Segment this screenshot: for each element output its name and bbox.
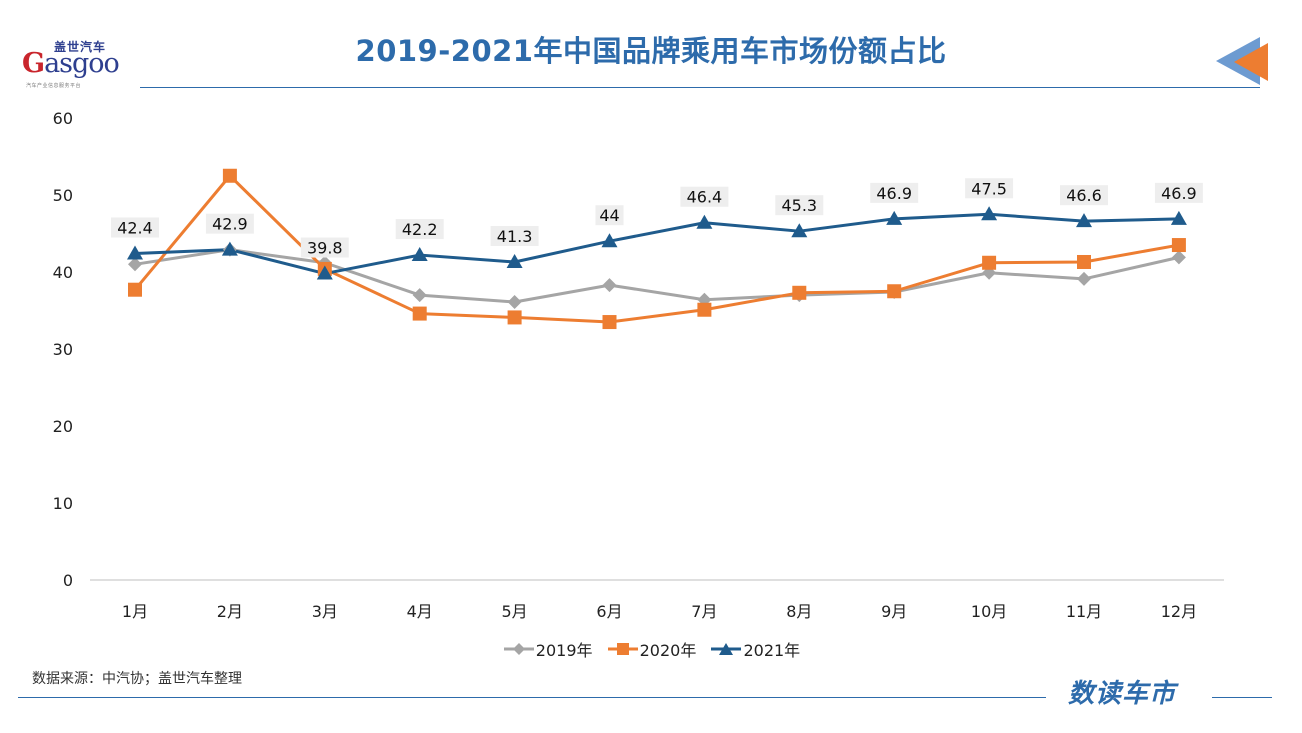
data-label: 46.9 [1161, 184, 1197, 203]
data-label-bg [1154, 182, 1203, 203]
y-tick-label: 40 [53, 263, 73, 282]
x-tick-label: 8月 [786, 602, 812, 621]
data-point-triangle [1170, 210, 1187, 225]
legend-marker-2020 [607, 643, 638, 655]
legend-label-2021: 2021年 [743, 641, 801, 660]
data-label: 45.3 [781, 196, 817, 215]
chart-title: 2019-2021年中国品牌乘用车市场份额占比 [355, 34, 947, 68]
data-label: 46.4 [687, 188, 723, 207]
data-point-square [887, 284, 902, 299]
logo-wordmark: Gasgoo [22, 48, 120, 79]
y-tick-label: 60 [53, 109, 73, 128]
x-tick-label: 11月 [1066, 602, 1102, 621]
data-point-square [982, 255, 997, 270]
data-point-square [507, 310, 522, 325]
series-line-0 [134, 248, 1180, 304]
data-point-diamond [1171, 250, 1186, 265]
x-tick-label: 7月 [691, 602, 717, 621]
data-label-bg [395, 219, 444, 240]
legend-label-2020: 2020年 [639, 641, 697, 660]
data-point-triangle [411, 247, 428, 262]
data-point-triangle [791, 223, 808, 238]
data-point-triangle [981, 206, 998, 221]
data-label: 42.4 [117, 219, 153, 238]
data-point-diamond [507, 295, 522, 310]
footer-divider-right [1212, 697, 1272, 698]
data-label-bg [680, 186, 729, 207]
data-point-triangle [1076, 213, 1092, 228]
data-point-square [1077, 254, 1091, 269]
x-tick-label: 6月 [596, 602, 622, 621]
title-divider [140, 87, 1260, 88]
data-label: 42.2 [402, 220, 438, 239]
chart-legend: 2019年 2020年 2021年 [0, 637, 1302, 661]
data-label-bg [870, 182, 919, 203]
data-label-bg [775, 195, 824, 216]
legend-label-2019: 2019年 [535, 641, 593, 660]
legend-item-2020: 2020年 [606, 637, 697, 661]
data-point-square [792, 285, 807, 300]
data-point-diamond [412, 288, 427, 303]
data-point-triangle [601, 233, 618, 248]
data-source-note: 数据来源：中汽协；盖世汽车整理 [32, 671, 242, 687]
data-point-square [697, 302, 712, 317]
logo-tagline: 汽车产业信息服务平台 [26, 83, 82, 89]
logo-chinese-name: 盖世汽车 [54, 40, 107, 54]
data-point-square [128, 282, 142, 297]
data-label-bg [111, 217, 159, 238]
y-tick-label: 10 [53, 494, 73, 513]
data-label-bg [1060, 185, 1108, 206]
x-tick-label: 5月 [502, 602, 528, 621]
footer-divider-left [18, 697, 1046, 698]
x-tick-label: 2月 [217, 602, 243, 621]
x-tick-label: 9月 [881, 602, 907, 621]
data-point-triangle [221, 241, 238, 256]
brand-mark: 数读车市 [1068, 679, 1177, 709]
x-tick-label: 3月 [312, 602, 338, 621]
x-tick-label: 1月 [122, 602, 148, 621]
data-label-bg [595, 205, 624, 226]
data-point-triangle [127, 245, 143, 260]
data-label-bg [965, 178, 1014, 199]
arrow-decoration-icon [1216, 37, 1268, 85]
data-point-triangle [506, 253, 523, 268]
data-label: 46.6 [1066, 186, 1102, 205]
data-point-square [1171, 238, 1186, 253]
x-tick-label: 10月 [971, 602, 1007, 621]
legend-marker-2019 [503, 643, 534, 655]
data-label: 44 [599, 206, 619, 225]
data-label-bg [300, 237, 349, 258]
data-point-square [222, 168, 237, 183]
data-label: 46.9 [876, 184, 912, 203]
data-point-triangle [316, 265, 333, 280]
data-label-bg [490, 225, 539, 246]
y-tick-label: 30 [53, 340, 73, 359]
x-tick-label: 4月 [407, 602, 433, 621]
data-label: 42.9 [212, 215, 248, 234]
y-tick-label: 0 [63, 571, 73, 590]
legend-item-2021: 2021年 [709, 637, 800, 661]
data-label: 41.3 [497, 227, 533, 246]
data-point-diamond [1077, 271, 1091, 286]
y-tick-label: 20 [53, 417, 73, 436]
data-point-triangle [696, 214, 713, 229]
legend-item-2019: 2019年 [502, 637, 593, 661]
data-point-diamond [602, 278, 617, 293]
series-line-1 [133, 174, 1180, 324]
data-point-square [602, 315, 617, 330]
data-point-triangle [886, 210, 903, 225]
y-tick-label: 50 [53, 186, 73, 205]
gasgoo-logo: 盖世汽车 Gasgoo 汽车产业信息服务平台 [16, 38, 134, 92]
data-label: 39.8 [307, 239, 343, 258]
data-point-square [412, 306, 427, 321]
x-tick-label: 12月 [1161, 602, 1197, 621]
data-label: 47.5 [971, 179, 1007, 198]
data-label-bg [205, 213, 254, 234]
legend-marker-2021 [711, 643, 742, 655]
series-line-2 [134, 212, 1179, 276]
data-point-diamond [128, 257, 142, 272]
